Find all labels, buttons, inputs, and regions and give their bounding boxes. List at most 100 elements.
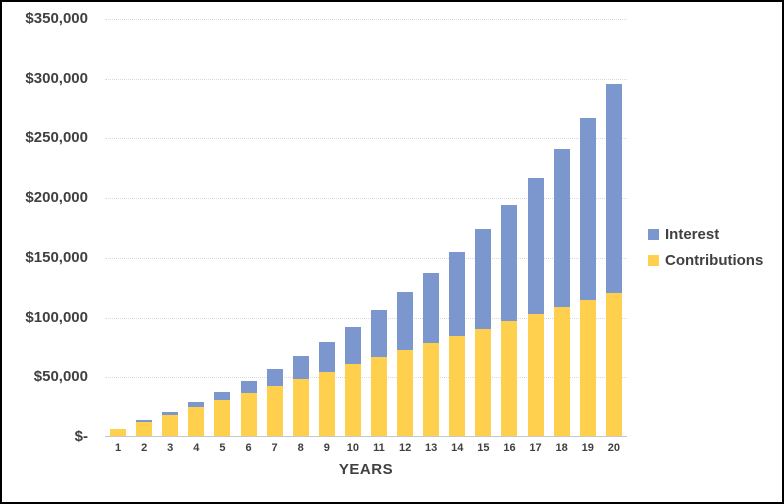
bar-slot-year-13 (418, 19, 444, 436)
interest-segment (240, 381, 257, 394)
contributions-segment (423, 342, 440, 436)
contributions-segment (162, 414, 179, 436)
legend-item-interest: Interest (648, 226, 763, 243)
x-tick-label-12: 12 (398, 442, 412, 454)
x-tick-label-8: 8 (297, 442, 304, 454)
interest-segment (579, 118, 596, 300)
bar-year-6 (240, 381, 257, 436)
bar-year-18 (553, 149, 570, 436)
gridline-150000 (105, 257, 627, 259)
bar-year-1 (110, 428, 127, 436)
interest-segment (266, 369, 283, 386)
bar-year-2 (136, 420, 153, 436)
x-tick-label-13: 13 (425, 442, 438, 454)
bar-year-11 (370, 310, 387, 436)
contributions-segment (136, 421, 153, 436)
bar-slot-year-16 (496, 19, 522, 436)
interest-segment (553, 149, 570, 308)
contributions-swatch-icon (648, 255, 659, 266)
interest-segment (423, 273, 440, 343)
contributions-segment (449, 335, 466, 436)
bar-year-15 (475, 229, 492, 436)
bar-slot-year-19 (575, 19, 601, 436)
gridline-350000 (105, 19, 627, 20)
interest-segment (449, 252, 466, 336)
bar-slot-year-20 (601, 19, 627, 436)
contributions-segment (344, 364, 361, 436)
x-axis-title: YEARS (338, 461, 394, 478)
bar-slot-year-6 (235, 19, 261, 436)
bar-year-3 (162, 411, 179, 436)
interest-segment (162, 411, 179, 415)
bar-slot-year-8 (288, 19, 314, 436)
bar-slot-year-14 (444, 19, 470, 436)
contributions-segment (605, 292, 622, 436)
bar-year-20 (605, 84, 622, 436)
bar-slot-year-12 (392, 19, 418, 436)
x-tick-label-15: 15 (477, 442, 490, 454)
interest-segment (136, 420, 153, 422)
interest-segment (475, 229, 492, 329)
bar-slot-year-3 (157, 19, 183, 436)
contributions-segment (553, 307, 570, 436)
contributions-segment (240, 393, 257, 436)
x-tick-label-10: 10 (346, 442, 360, 454)
y-tick-label: $100,000 (25, 308, 88, 326)
x-tick-label-20: 20 (607, 442, 620, 454)
x-tick-label-2: 2 (141, 442, 148, 454)
x-tick-label-19: 19 (581, 442, 594, 454)
bar-year-10 (344, 326, 361, 436)
contributions-segment (579, 299, 596, 436)
interest-segment (188, 402, 205, 408)
y-tick-label: $50,000 (33, 368, 88, 386)
gridline-100000 (105, 317, 627, 319)
bar-year-12 (397, 292, 414, 436)
x-tick-label-17: 17 (529, 442, 542, 454)
contributions-segment (110, 428, 127, 436)
interest-segment (605, 84, 622, 293)
contributions-segment (397, 350, 414, 436)
legend-item-contributions: Contributions (648, 252, 763, 269)
bar-year-8 (292, 356, 309, 436)
gridline-200000 (105, 198, 627, 200)
bar-slot-year-9 (314, 19, 340, 436)
y-tick-label: $150,000 (25, 248, 88, 266)
interest-segment (344, 326, 361, 365)
contributions-segment (370, 357, 387, 436)
gridline-250000 (105, 138, 627, 140)
x-tick-label-16: 16 (503, 442, 516, 454)
interest-segment (397, 292, 414, 351)
bar-year-17 (527, 178, 544, 436)
y-tick-label: $250,000 (25, 129, 88, 147)
bar-slot-year-17 (523, 19, 549, 436)
contributions-segment (475, 328, 492, 436)
x-tick-label-7: 7 (271, 442, 278, 454)
x-tick-label-5: 5 (219, 442, 226, 454)
bar-slot-year-4 (183, 19, 209, 436)
x-tick-label-18: 18 (555, 442, 568, 454)
x-axis-labels: 1 2 3 4 5 6 7 8 9 10 11 12 13 14 15 16 17 18 19 20 (105, 442, 627, 454)
bar-slot-year-10 (340, 19, 366, 436)
bar-year-9 (318, 342, 335, 436)
interest-segment (501, 204, 518, 322)
contributions-segment (527, 314, 544, 436)
bars-container (105, 19, 627, 436)
x-tick-label-6: 6 (245, 442, 252, 454)
bar-slot-year-5 (209, 19, 235, 436)
contributions-segment (501, 321, 518, 436)
interest-swatch-icon (648, 229, 659, 240)
interest-segment (214, 392, 231, 401)
x-tick-label-4: 4 (193, 442, 200, 454)
bar-slot-year-18 (549, 19, 575, 436)
interest-segment (318, 342, 335, 372)
x-tick-label-11: 11 (373, 442, 385, 454)
gridline-300000 (105, 78, 627, 80)
bar-year-5 (214, 392, 231, 436)
contributions-segment (188, 407, 205, 436)
bar-year-7 (266, 369, 283, 436)
interest-segment (292, 356, 309, 379)
y-tick-label: $200,000 (25, 189, 88, 207)
gridline-50000 (105, 377, 627, 379)
bar-year-19 (579, 118, 596, 436)
